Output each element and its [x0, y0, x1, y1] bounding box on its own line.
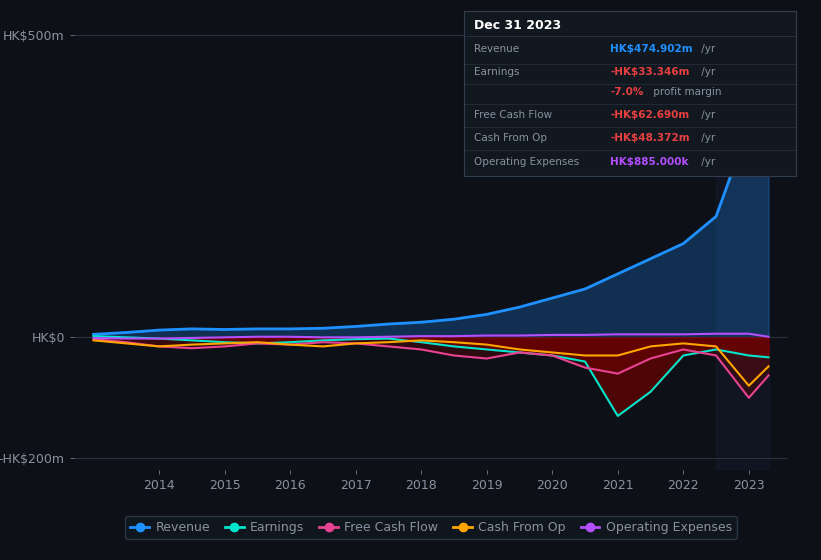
Text: -HK$62.690m: -HK$62.690m	[610, 110, 690, 120]
Text: profit margin: profit margin	[650, 87, 722, 97]
Text: /yr: /yr	[698, 133, 715, 143]
Text: /yr: /yr	[698, 44, 715, 54]
Text: /yr: /yr	[698, 110, 715, 120]
Text: -HK$33.346m: -HK$33.346m	[610, 67, 690, 77]
Text: Revenue: Revenue	[474, 44, 519, 54]
Text: -7.0%: -7.0%	[610, 87, 644, 97]
Text: HK$474.902m: HK$474.902m	[610, 44, 693, 54]
Text: /yr: /yr	[698, 157, 715, 166]
Text: Free Cash Flow: Free Cash Flow	[474, 110, 552, 120]
Text: -HK$48.372m: -HK$48.372m	[610, 133, 690, 143]
Bar	[716, 17, 768, 470]
Text: Operating Expenses: Operating Expenses	[474, 157, 579, 166]
Text: Cash From Op: Cash From Op	[474, 133, 547, 143]
Text: Earnings: Earnings	[474, 67, 520, 77]
Text: Dec 31 2023: Dec 31 2023	[474, 20, 561, 32]
Text: HK$885.000k: HK$885.000k	[610, 157, 689, 166]
Text: /yr: /yr	[698, 67, 715, 77]
Legend: Revenue, Earnings, Free Cash Flow, Cash From Op, Operating Expenses: Revenue, Earnings, Free Cash Flow, Cash …	[126, 516, 736, 539]
